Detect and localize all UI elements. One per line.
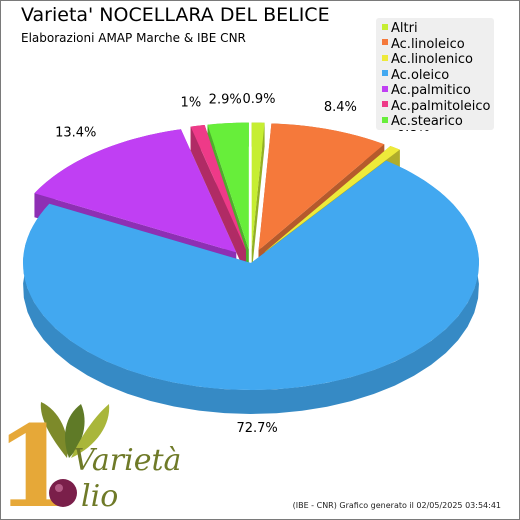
legend-label-ac-linoleico: Ac.linoleico	[391, 36, 465, 52]
slice-label-ac-palmitoleico: 1%	[181, 95, 202, 110]
legend-label-ac-oleico: Ac.oleico	[391, 67, 450, 83]
legend-swatch-ac-oleico	[382, 70, 388, 76]
pie-slice-ac-palmitico	[34, 129, 237, 253]
pie-slice-ac-stearico	[207, 122, 249, 250]
footer-note: (IBE - CNR) Grafico generato il 02/05/20…	[292, 501, 501, 510]
pie-slice-ac-palmitoleico	[190, 124, 246, 250]
legend-swatch-ac-linolenico	[382, 54, 388, 61]
legend-swatch-ac-linoleico	[382, 39, 388, 45]
legend-item-ac-palmitoleico: Ac.palmitoleico	[382, 99, 490, 114]
legend-item-altri: Altri	[382, 21, 418, 36]
legend-swatch-altri	[382, 23, 388, 30]
slice-label-altri: 0.9%	[243, 92, 276, 107]
varieta-olio-logo: 1 Varietà lio	[1, 402, 181, 519]
logo-line1: Varietà	[73, 443, 181, 478]
legend-swatch-ac-stearico	[382, 116, 388, 123]
slice-label-ac-palmitico: 13.4%	[55, 126, 96, 141]
pie-slice-cut-ac-palmitoleico-0	[190, 126, 246, 274]
pie-slice-ac-linoleico	[258, 123, 385, 251]
legend-item-ac-linolenico: Ac.linolenico	[382, 52, 473, 67]
pie-slice-ac-linolenico	[264, 146, 400, 252]
olive-leaves-icon	[40, 402, 110, 458]
legend-item-ac-stearico: Ac.stearico	[382, 114, 463, 129]
slice-label-ac-linoleico: 8.4%	[324, 100, 357, 115]
legend-item-ac-oleico: Ac.oleico	[382, 68, 449, 83]
legend-label-ac-linolenico: Ac.linolenico	[391, 52, 473, 67]
slice-label-ac-stearico: 2.9%	[209, 92, 242, 107]
legend-item-ac-palmitico: Ac.palmitico	[382, 83, 471, 98]
legend-item-ac-linoleico: Ac.linoleico	[382, 37, 465, 52]
pie-slice-ac-oleico	[22, 160, 479, 390]
legend-swatch-ac-palmitico	[382, 85, 388, 92]
logo-line2: lio	[81, 479, 118, 514]
legend-label-altri: Altri	[391, 21, 418, 36]
chart-title: Varieta' NOCELLARA DEL BELICE	[21, 4, 330, 26]
olive-icon	[49, 479, 77, 507]
legend-swatch-ac-palmitoleico	[382, 101, 388, 107]
legend-label-ac-stearico: Ac.stearico	[391, 114, 463, 129]
legend-label-ac-palmitoleico: Ac.palmitoleico	[391, 98, 491, 114]
pie-slice-altri	[251, 122, 265, 250]
slice-label-ac-oleico: 72.7%	[236, 421, 277, 436]
chart-legend: Altri Ac.linoleico Ac.linolenico Ac.oleico A…	[376, 18, 494, 130]
legend-label-ac-palmitico: Ac.palmitico	[391, 83, 471, 98]
chart-subtitle: Elaborazioni AMAP Marche & IBE CNR	[21, 31, 246, 45]
pie-chart: 0.9%8.4%0.8%72.7%13.4%1%2.9%	[22, 92, 479, 436]
pie-slice-cut-altri-1	[251, 122, 265, 274]
